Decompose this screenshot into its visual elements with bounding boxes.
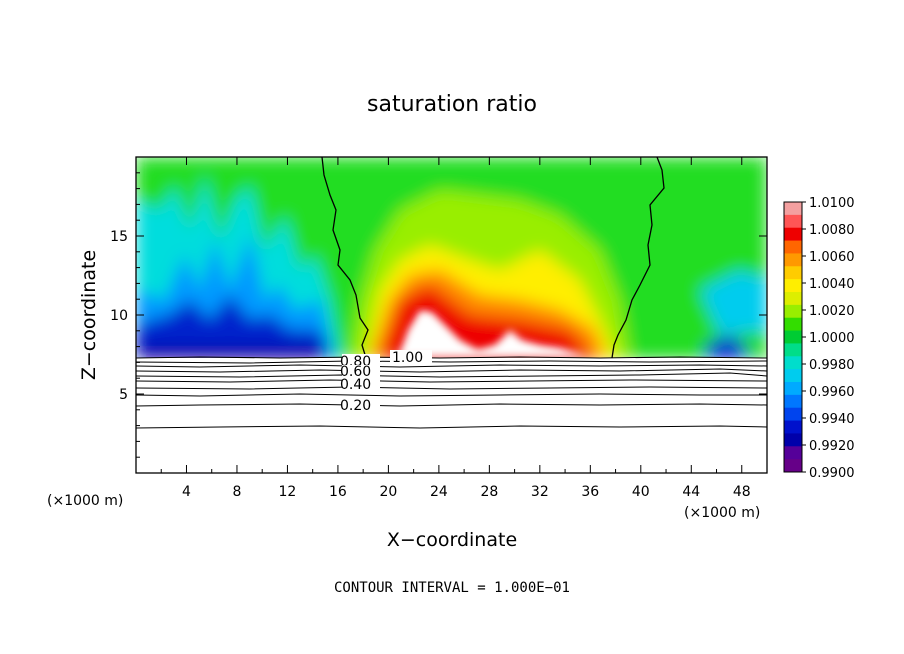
x-axis-label: X−coordinate xyxy=(387,529,517,551)
x-tick-label: 44 xyxy=(682,484,700,500)
y-tick-label: 15 xyxy=(110,229,128,245)
colorbar-swatch xyxy=(784,214,802,229)
colorbar-swatch xyxy=(784,266,802,280)
x-tick-label: 12 xyxy=(279,484,297,500)
contour-label-2: 1.00 xyxy=(392,350,423,366)
contour-line-100 xyxy=(136,356,767,359)
colorbar-label: 1.0100 xyxy=(809,196,855,211)
contour-line-070 xyxy=(136,368,767,373)
y-axis-ticks: 5 10 15 xyxy=(110,172,767,458)
x-unit-left: (×1000 m) xyxy=(47,493,123,509)
colorbar-label: 1.0060 xyxy=(809,250,855,265)
colorbar-swatch xyxy=(784,330,802,344)
ground-contours xyxy=(136,356,767,429)
x-tick-label: 4 xyxy=(182,484,191,500)
colorbar-label: 0.9940 xyxy=(809,412,855,427)
contour-label-4: 0.40 xyxy=(340,377,371,393)
colorbar-swatch xyxy=(784,227,802,242)
colorbar-swatch xyxy=(784,356,802,370)
contour-line-040 xyxy=(136,386,767,390)
colorbar-swatch xyxy=(784,292,802,306)
contour-line-050 xyxy=(136,379,767,383)
x-tick-label: 16 xyxy=(329,484,347,500)
colorbar-swatch xyxy=(784,304,802,319)
contour-interval-footer: CONTOUR INTERVAL = 1.000E−01 xyxy=(334,580,570,596)
x-unit-right: (×1000 m) xyxy=(684,505,760,521)
colorbar-swatch xyxy=(784,343,802,357)
contour-line-090 xyxy=(136,360,767,364)
colorbar-swatch xyxy=(784,369,802,383)
x-tick-label: 28 xyxy=(480,484,498,500)
colorbar: 1.0100 1.0080 1.0060 1.0040 1.0020 1.0000 0.99… xyxy=(783,196,855,481)
contour-line-060 xyxy=(136,372,767,378)
colorbar-swatch xyxy=(784,446,802,460)
contour-labels: 0.80 1.00 0.60 0.40 0.20 xyxy=(340,350,432,414)
contour-line-080 xyxy=(136,364,767,368)
colorbar-label: 0.9900 xyxy=(809,466,855,481)
colorbar-swatch xyxy=(784,394,802,409)
x-tick-label: 32 xyxy=(531,484,549,500)
colorbar-swatch xyxy=(784,407,802,422)
contour-line-020 xyxy=(136,403,767,407)
colorbar-swatch xyxy=(784,420,802,434)
contour-line-right xyxy=(611,156,665,359)
colorbar-swatch xyxy=(784,253,802,267)
colorbar-label: 1.0000 xyxy=(809,331,855,346)
colorbar-swatch xyxy=(784,459,802,473)
x-tick-label: 8 xyxy=(232,484,241,500)
contour-label-3: 0.60 xyxy=(340,364,371,380)
y-tick-label: 5 xyxy=(119,387,128,403)
y-axis-label: Z−coordinate xyxy=(78,250,100,380)
colorbar-swatch xyxy=(784,240,802,254)
contour-line-010 xyxy=(136,425,767,429)
colorbar-swatch xyxy=(784,317,802,332)
colorbar-label: 1.0040 xyxy=(809,277,855,292)
x-tick-label: 48 xyxy=(733,484,751,500)
contour-line-left xyxy=(321,156,369,359)
contour-label-5: 0.20 xyxy=(340,398,371,414)
x-tick-label: 20 xyxy=(379,484,397,500)
colorbar-label: 0.9920 xyxy=(809,439,855,454)
heatmap-field xyxy=(136,157,767,473)
x-axis-ticks: 4 8 12 16 20 24 28 32 36 40 44 48 xyxy=(160,157,751,500)
chart-title: saturation ratio xyxy=(367,92,537,117)
colorbar-label: 1.0080 xyxy=(809,223,855,238)
colorbar-swatch xyxy=(784,279,802,293)
colorbar-label: 1.0020 xyxy=(809,304,855,319)
colorbar-label: 0.9960 xyxy=(809,385,855,400)
colorbar-swatch xyxy=(784,433,802,447)
colorbar-swatch xyxy=(784,202,802,216)
x-tick-label: 36 xyxy=(581,484,599,500)
y-tick-label: 10 xyxy=(110,308,128,324)
contour-line-030 xyxy=(136,393,767,397)
unity-contour-lines xyxy=(321,156,665,359)
x-tick-label: 24 xyxy=(430,484,448,500)
colorbar-label: 0.9980 xyxy=(809,358,855,373)
colorbar-swatch xyxy=(784,382,802,396)
x-tick-label: 40 xyxy=(632,484,650,500)
